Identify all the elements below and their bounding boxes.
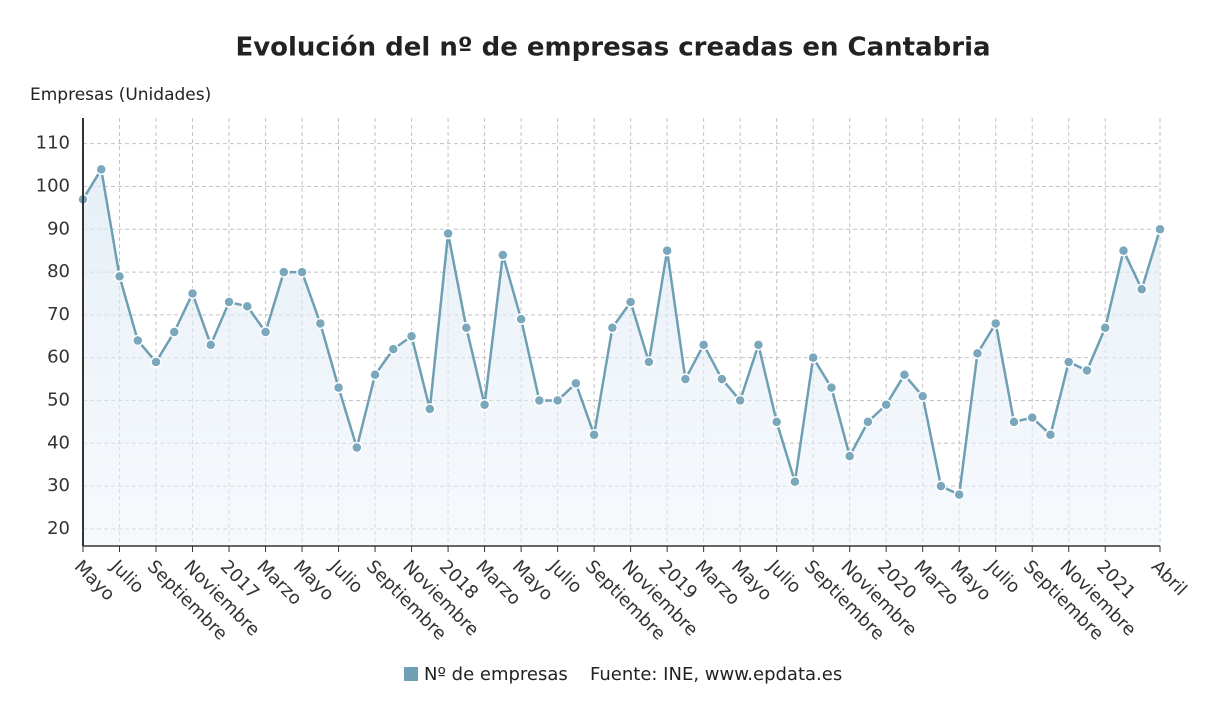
marker	[186, 287, 199, 300]
marker	[880, 399, 892, 411]
marker	[807, 351, 819, 364]
marker	[296, 266, 308, 278]
x-tick-label: Mayo	[70, 556, 119, 605]
marker	[1008, 416, 1020, 428]
marker	[1062, 356, 1075, 368]
marker	[442, 227, 454, 240]
marker	[862, 416, 874, 428]
marker	[606, 321, 619, 334]
marker	[150, 356, 162, 368]
marker	[843, 450, 856, 462]
marker	[661, 244, 673, 257]
marker	[387, 343, 400, 355]
y-tick-label: 50	[47, 389, 70, 410]
marker	[588, 428, 600, 441]
marker	[515, 313, 527, 325]
y-tick-label: 40	[47, 432, 70, 453]
marker	[1154, 223, 1166, 236]
y-tick-label: 60	[47, 347, 70, 368]
marker	[1135, 283, 1148, 295]
marker	[1044, 428, 1057, 441]
legend-swatch	[404, 667, 418, 681]
source: Fuente: INE, www.epdata.es	[590, 664, 842, 685]
marker	[460, 321, 473, 334]
marker	[752, 339, 765, 351]
y-tick-label: 20	[47, 518, 70, 539]
marker	[551, 394, 564, 407]
marker	[916, 390, 929, 402]
marker	[314, 317, 327, 330]
marker	[935, 480, 947, 492]
marker	[241, 300, 254, 313]
marker	[369, 369, 381, 381]
y-tick-label: 80	[47, 261, 70, 282]
marker	[478, 399, 491, 411]
marker	[825, 381, 838, 394]
marker	[770, 416, 783, 428]
marker	[113, 270, 126, 283]
marker	[898, 369, 911, 381]
marker	[95, 163, 108, 176]
y-tick-label: 70	[47, 304, 70, 325]
marker	[405, 330, 418, 343]
marker	[424, 403, 436, 415]
marker	[624, 296, 637, 308]
x-tick-label: Abril	[1147, 556, 1191, 600]
marker	[734, 394, 746, 407]
marker	[278, 266, 290, 278]
marker	[223, 296, 235, 308]
marker	[679, 373, 692, 385]
chart-title: Evolución del nº de empresas creadas en …	[235, 33, 990, 63]
marker	[1117, 244, 1130, 257]
y-tick-label: 90	[47, 218, 70, 239]
marker	[643, 356, 655, 368]
y-axis-label: Empresas (Unidades)	[30, 85, 211, 105]
marker	[132, 334, 144, 347]
legend-label[interactable]: Nº de empresas	[424, 664, 568, 685]
y-tick-label: 30	[47, 475, 70, 496]
marker	[971, 347, 984, 360]
marker	[697, 339, 710, 351]
marker	[351, 441, 363, 454]
marker	[497, 249, 509, 261]
marker	[716, 373, 728, 385]
y-tick-label: 100	[36, 175, 70, 196]
marker	[205, 339, 217, 351]
marker	[1026, 411, 1038, 424]
y-tick-label: 110	[36, 133, 70, 154]
marker	[168, 326, 181, 338]
marker	[332, 381, 345, 394]
marker	[953, 488, 965, 501]
area	[83, 169, 1160, 547]
marker	[989, 317, 1002, 330]
marker	[533, 394, 546, 407]
marker	[1081, 364, 1093, 377]
marker	[1099, 321, 1111, 334]
marker	[570, 377, 582, 390]
marker	[789, 476, 801, 488]
marker	[259, 326, 272, 338]
